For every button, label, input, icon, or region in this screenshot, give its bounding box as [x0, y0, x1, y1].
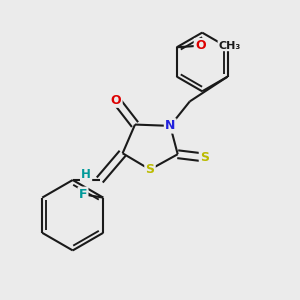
- Text: CH₃: CH₃: [218, 41, 240, 51]
- Text: S: S: [146, 163, 154, 176]
- Text: O: O: [195, 39, 206, 52]
- Text: F: F: [79, 188, 87, 201]
- Text: O: O: [111, 94, 122, 106]
- Text: S: S: [200, 151, 209, 164]
- Text: N: N: [165, 119, 175, 132]
- Text: H: H: [81, 168, 91, 181]
